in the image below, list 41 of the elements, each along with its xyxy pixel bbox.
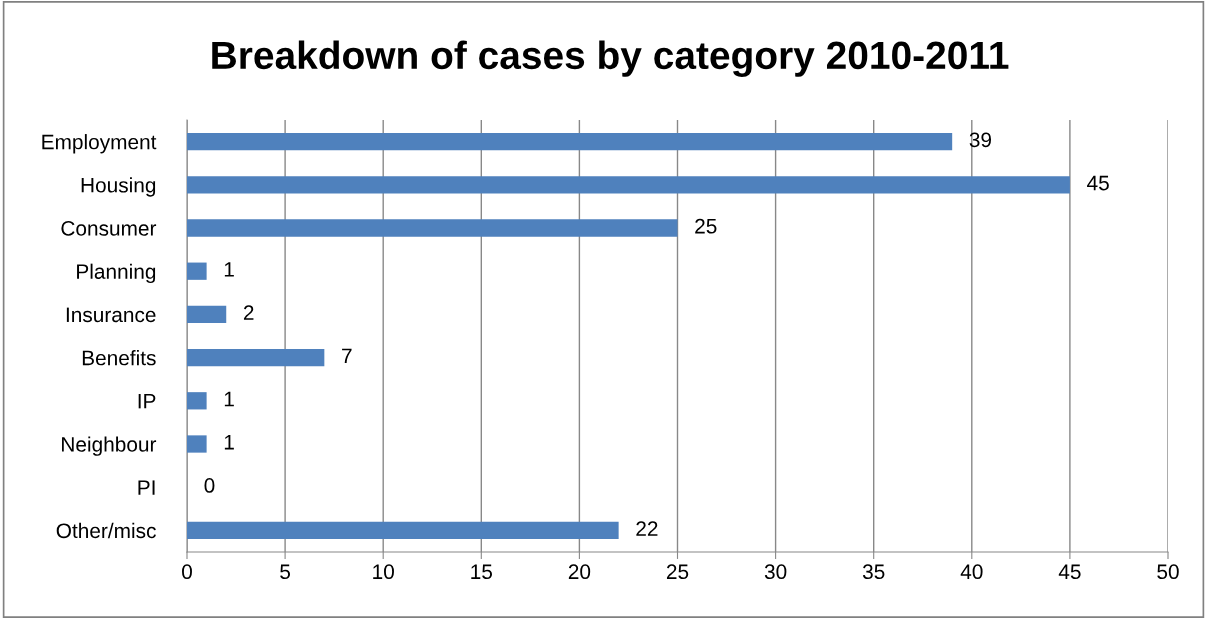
x-tick-label: 20 bbox=[568, 564, 591, 580]
y-tick-label: Planning bbox=[77, 263, 156, 284]
data-label: 1 bbox=[224, 391, 234, 407]
x-tick-label: 10 bbox=[373, 564, 394, 580]
y-tick-label: Neighbour bbox=[62, 436, 157, 456]
x-tick-label: 15 bbox=[471, 564, 493, 580]
bar bbox=[187, 132, 953, 151]
bar bbox=[187, 348, 325, 367]
y-tick-label: Employment bbox=[42, 134, 157, 154]
y-tick-label: Insurance bbox=[66, 307, 156, 323]
bar bbox=[187, 219, 678, 237]
bar bbox=[187, 305, 227, 324]
bar bbox=[187, 262, 207, 280]
y-tick-label: Consumer bbox=[61, 221, 157, 236]
data-label: 25 bbox=[695, 218, 717, 234]
x-tick-label: 50 bbox=[1157, 564, 1179, 580]
x-tick-label: 5 bbox=[280, 564, 291, 580]
x-tick-label: 25 bbox=[666, 564, 689, 580]
data-label: 45 bbox=[1087, 175, 1109, 191]
x-tick-label: 0 bbox=[182, 564, 192, 580]
data-label: 2 bbox=[243, 305, 254, 320]
bar bbox=[187, 392, 207, 410]
chart-title: Breakdown of cases by category 2010-2011 bbox=[212, 40, 1009, 78]
y-tick-label: PI bbox=[138, 480, 155, 495]
y-tick-label: Benefits bbox=[82, 350, 156, 366]
data-label: 22 bbox=[636, 521, 658, 536]
data-label: 7 bbox=[342, 348, 352, 363]
bar bbox=[187, 521, 619, 540]
bar bbox=[187, 176, 1070, 194]
y-tick-label: IP bbox=[138, 394, 156, 409]
x-tick-label: 45 bbox=[1058, 564, 1081, 580]
data-label: 1 bbox=[224, 435, 234, 450]
data-label: 1 bbox=[224, 262, 234, 277]
x-tick-label: 35 bbox=[862, 564, 885, 580]
y-tick-label: Other/misc bbox=[56, 522, 156, 539]
x-tick-label: 30 bbox=[764, 564, 787, 580]
data-label: 0 bbox=[204, 478, 215, 493]
x-tick-label: 40 bbox=[960, 564, 983, 580]
bar bbox=[187, 435, 207, 453]
data-label: 39 bbox=[969, 132, 992, 148]
y-tick-label: Housing bbox=[81, 177, 156, 197]
